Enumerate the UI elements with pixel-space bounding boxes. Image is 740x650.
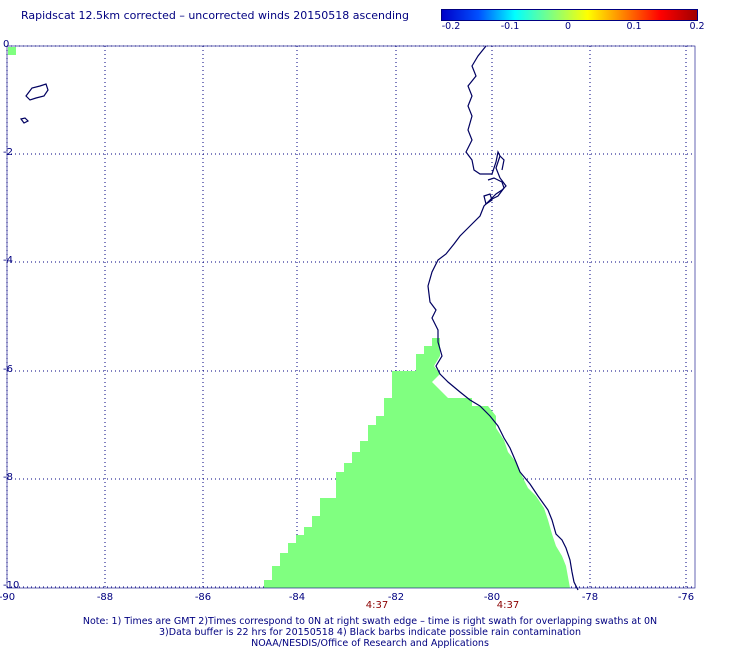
x-tick-label: -84 xyxy=(288,592,306,603)
coastline xyxy=(19,45,579,591)
x-tick-label: -76 xyxy=(677,592,695,603)
x-tick-label: -82 xyxy=(387,592,405,603)
mainland-coast xyxy=(427,45,579,591)
swath-cell xyxy=(8,47,16,55)
island xyxy=(19,117,30,124)
x-tick-label: -90 xyxy=(0,592,16,603)
y-tick-label: -4 xyxy=(3,255,13,266)
y-tick-label: -10 xyxy=(3,580,20,591)
footer-credit: NOAA/NESDIS/Office of Research and Appli… xyxy=(251,638,489,649)
colorbar-label: 0.2 xyxy=(689,21,705,32)
y-tick-label: -6 xyxy=(3,364,13,375)
colorbar-label: -0.2 xyxy=(441,21,461,32)
wind-swath xyxy=(8,47,570,588)
colorbar-label: -0.1 xyxy=(500,21,520,32)
x-tick-label: -88 xyxy=(96,592,114,603)
swath-time-label: 4:37 xyxy=(365,600,389,611)
island xyxy=(25,83,49,101)
plot-frame xyxy=(6,45,696,589)
y-tick-label: 0 xyxy=(3,39,10,50)
x-tick-label: -80 xyxy=(483,592,501,603)
y-tick-label: -2 xyxy=(3,147,13,158)
footer-note-line1: Note: 1) Times are GMT 2)Times correspon… xyxy=(82,616,658,627)
x-tick-label: -86 xyxy=(194,592,212,603)
gulf-inlet xyxy=(487,177,505,201)
swath-time-label: 4:37 xyxy=(496,600,520,611)
x-tick-label: -78 xyxy=(581,592,599,603)
swath-area xyxy=(264,338,570,588)
y-tick-label: -8 xyxy=(3,472,13,483)
colorbar-label: 0.1 xyxy=(626,21,642,32)
colorbar xyxy=(441,9,698,21)
footer-note-line2: 3)Data buffer is 22 hrs for 20150518 4) … xyxy=(159,627,581,638)
river-mouth xyxy=(499,155,505,171)
map-title: Rapidscat 12.5km corrected – uncorrected… xyxy=(21,9,410,22)
island xyxy=(483,193,493,205)
colorbar-label: 0 xyxy=(564,21,572,32)
